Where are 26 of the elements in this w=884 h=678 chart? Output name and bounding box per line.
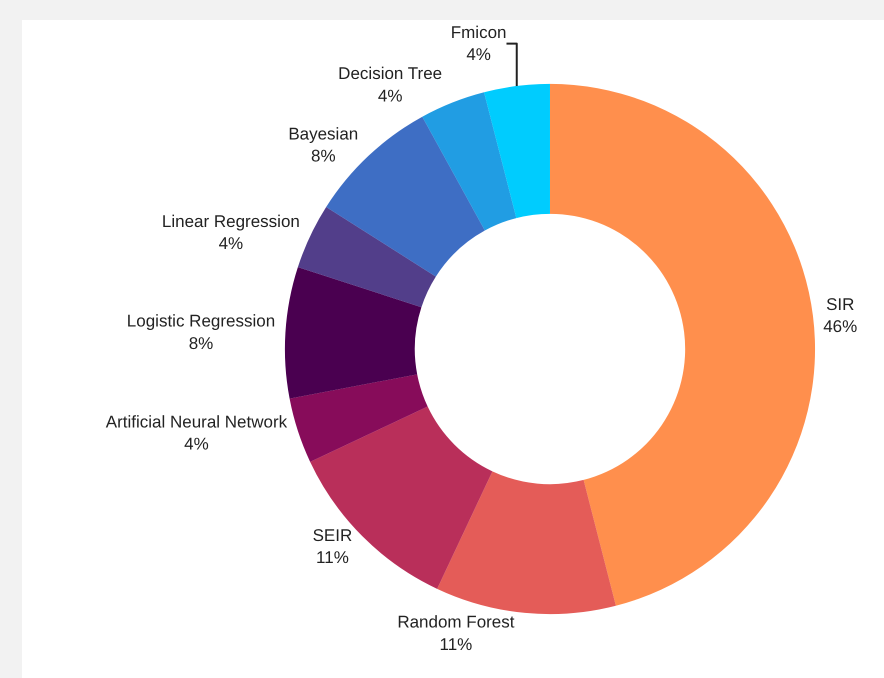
data-label: 4% — [184, 434, 209, 454]
slice-label: SEIR — [312, 526, 352, 546]
donut-slice — [298, 206, 436, 308]
data-label: 4% — [378, 86, 402, 106]
slice-label: Linear Regression — [162, 212, 300, 231]
donut-slice — [290, 374, 428, 462]
slice-label: Fmicon — [450, 23, 506, 42]
donut-slice — [422, 92, 516, 231]
data-label: 11% — [440, 634, 472, 654]
slice-label: Bayesian — [288, 124, 358, 144]
donut-slice — [285, 267, 422, 399]
donut-slice — [550, 84, 815, 606]
data-label: 4% — [218, 234, 244, 253]
slice-label: SIR — [826, 294, 854, 314]
data-label: 8% — [310, 146, 336, 166]
slice-label: Random Forest — [397, 612, 515, 632]
donut-slice — [310, 406, 492, 589]
donut-slice — [437, 471, 616, 614]
data-label: 46% — [823, 317, 858, 336]
data-label: 8% — [188, 334, 214, 353]
data-label: 4% — [466, 45, 491, 64]
donut-slice — [484, 84, 550, 218]
data-label: 11% — [316, 548, 349, 568]
slice-label: Artificial Neural Network — [106, 412, 288, 432]
slice-label: Decision Tree — [338, 64, 442, 84]
slice-label: Logistic Regression — [126, 312, 276, 331]
